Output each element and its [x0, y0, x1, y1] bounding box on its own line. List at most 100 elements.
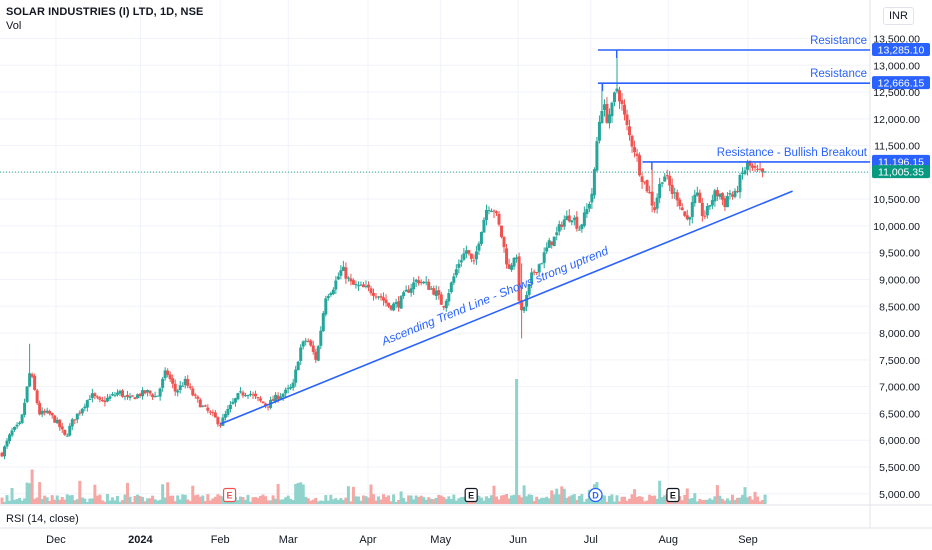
volume-bar [45, 497, 49, 504]
candle-body [449, 282, 453, 293]
volume-bar [422, 497, 426, 504]
volume-bar [374, 500, 378, 504]
volume-bar [156, 500, 160, 504]
candle-body [464, 250, 468, 254]
candle-body [615, 88, 619, 92]
candle-body [625, 114, 629, 126]
volume-bar [128, 496, 132, 504]
candle-body [35, 390, 39, 404]
volume-bar [55, 495, 59, 504]
candle-body [286, 388, 290, 390]
candle-body [668, 175, 672, 186]
candle-body [751, 165, 755, 168]
candle-body [412, 282, 416, 290]
candle-body [507, 264, 511, 269]
candle-body [0, 452, 4, 457]
volume-bar [110, 497, 114, 504]
candle-body [638, 155, 642, 176]
candle-body [623, 104, 627, 115]
candle-body [120, 390, 124, 397]
candle-body [718, 193, 722, 197]
candle-body [482, 219, 486, 233]
volume-bar [432, 499, 436, 504]
candle-body [565, 216, 569, 221]
x-tick-label: Sep [738, 534, 758, 546]
candle-body [372, 292, 376, 296]
volume-bar [18, 497, 22, 504]
candle-body [178, 385, 182, 391]
candle-body [216, 417, 220, 425]
candle-body [80, 408, 84, 414]
volume-bar [567, 496, 571, 504]
volume-bar [266, 500, 270, 504]
candle-body [595, 141, 599, 171]
candle-body [505, 248, 509, 265]
volume-bar [625, 500, 629, 504]
volume-bar [133, 495, 137, 504]
resistance-price-tag [872, 43, 930, 57]
volume-bar [419, 495, 423, 504]
volume-bar [439, 495, 443, 504]
volume-bar [457, 498, 461, 504]
candle-body [530, 272, 534, 284]
candle-body [427, 281, 431, 290]
candle-body [527, 283, 531, 295]
y-tick-label: 9,500.00 [879, 248, 920, 260]
volume-bar [35, 497, 39, 504]
volume-bar [349, 501, 353, 504]
candle-body [500, 225, 504, 238]
volume-bar [633, 489, 637, 504]
candle-body [296, 361, 300, 371]
candle-body [698, 192, 702, 203]
volume-bar [540, 497, 544, 504]
candle-body [577, 229, 581, 231]
candle-body [645, 180, 649, 192]
candle-body [351, 280, 355, 285]
volume-bar [389, 501, 393, 504]
candle-body [740, 173, 744, 175]
candle-body [356, 285, 360, 287]
candle-body [730, 194, 734, 197]
volume-bar [188, 501, 192, 504]
trend-line [219, 190, 793, 425]
candle-body [198, 399, 202, 408]
candle-body [663, 176, 667, 182]
candle-body [43, 410, 47, 413]
candle-body [585, 209, 589, 214]
x-tick-label: Jun [509, 534, 527, 546]
candle-body [221, 417, 225, 426]
candle-body [469, 253, 473, 259]
candle-body [3, 446, 7, 457]
volume-bar [279, 499, 283, 504]
candle-body [141, 390, 145, 397]
last-price-text: 11,005.35 [878, 167, 924, 179]
candle-body [429, 288, 433, 290]
volume-bar [720, 498, 724, 504]
y-tick-label: 13,500.00 [873, 34, 920, 46]
volume-bar [409, 495, 413, 504]
volume-bar [296, 482, 300, 504]
candle-body [213, 412, 217, 418]
candle-body [675, 192, 679, 201]
candle-body [520, 300, 524, 311]
candle-body [477, 243, 481, 251]
candle-body [713, 190, 717, 202]
volume-bar [382, 494, 386, 504]
currency-button[interactable]: INR [883, 7, 914, 25]
x-tick-label: 2024 [128, 534, 153, 546]
candle-body [70, 419, 74, 427]
volume-bar [748, 496, 752, 504]
candle-body [339, 270, 343, 276]
candle-body [45, 410, 49, 413]
resistance-price-tag [872, 154, 930, 168]
volume-bar [120, 500, 124, 504]
candle-body [535, 272, 539, 274]
volume-bar [289, 498, 293, 504]
candle-body [40, 410, 44, 415]
volume-bar [176, 495, 180, 504]
candle-body [582, 212, 586, 226]
volume-bar [723, 500, 727, 504]
volume-bar [168, 495, 172, 504]
volume-bar [243, 499, 247, 504]
